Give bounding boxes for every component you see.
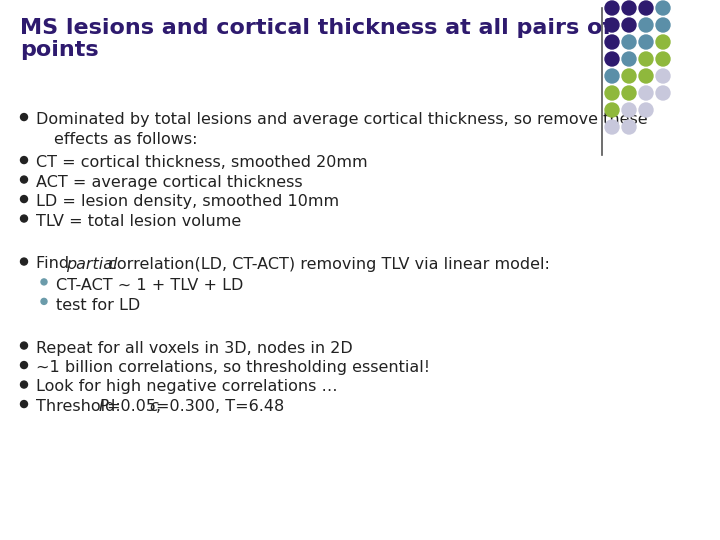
Circle shape (639, 86, 653, 100)
Circle shape (639, 18, 653, 32)
Circle shape (41, 299, 47, 305)
Circle shape (605, 35, 619, 49)
Text: ~1 billion correlations, so thresholding essential!: ~1 billion correlations, so thresholding… (36, 360, 430, 375)
Circle shape (656, 52, 670, 66)
Text: test for LD: test for LD (56, 298, 140, 313)
Circle shape (639, 103, 653, 117)
Circle shape (622, 1, 636, 15)
Circle shape (41, 279, 47, 285)
Circle shape (622, 103, 636, 117)
Circle shape (656, 35, 670, 49)
Text: Threshold:: Threshold: (36, 399, 126, 414)
Circle shape (605, 1, 619, 15)
Text: =0.05,: =0.05, (107, 399, 166, 414)
Circle shape (605, 103, 619, 117)
Circle shape (622, 86, 636, 100)
Circle shape (656, 86, 670, 100)
Circle shape (639, 1, 653, 15)
Circle shape (622, 35, 636, 49)
Text: partial: partial (66, 256, 117, 272)
Circle shape (20, 157, 27, 164)
Circle shape (622, 120, 636, 134)
Circle shape (639, 69, 653, 83)
Text: =0.300, T=6.48: =0.300, T=6.48 (156, 399, 284, 414)
Circle shape (622, 69, 636, 83)
Circle shape (20, 113, 27, 120)
Text: effects as follows:: effects as follows: (54, 132, 197, 146)
Text: ACT = average cortical thickness: ACT = average cortical thickness (36, 174, 302, 190)
Circle shape (20, 215, 27, 222)
Text: TLV = total lesion volume: TLV = total lesion volume (36, 213, 241, 228)
Text: CT-ACT ~ 1 + TLV + LD: CT-ACT ~ 1 + TLV + LD (56, 278, 243, 293)
Text: Repeat for all voxels in 3D, nodes in 2D: Repeat for all voxels in 3D, nodes in 2D (36, 341, 353, 355)
Circle shape (622, 52, 636, 66)
Text: P: P (99, 399, 109, 414)
Circle shape (639, 52, 653, 66)
Circle shape (20, 381, 27, 388)
Circle shape (20, 342, 27, 349)
Text: Look for high negative correlations …: Look for high negative correlations … (36, 380, 338, 395)
Circle shape (20, 195, 27, 202)
Circle shape (639, 35, 653, 49)
Text: LD = lesion density, smoothed 10mm: LD = lesion density, smoothed 10mm (36, 194, 339, 209)
Circle shape (20, 401, 27, 408)
Circle shape (605, 120, 619, 134)
Text: MS lesions and cortical thickness at all pairs of: MS lesions and cortical thickness at all… (20, 18, 612, 38)
Text: CT = cortical thickness, smoothed 20mm: CT = cortical thickness, smoothed 20mm (36, 155, 368, 170)
Text: Find: Find (36, 256, 74, 272)
Circle shape (656, 18, 670, 32)
Text: points: points (20, 40, 99, 60)
Text: Dominated by total lesions and average cortical thickness, so remove these: Dominated by total lesions and average c… (36, 112, 647, 127)
Circle shape (20, 258, 27, 265)
Circle shape (622, 18, 636, 32)
Circle shape (20, 362, 27, 368)
Circle shape (20, 176, 27, 183)
Circle shape (605, 69, 619, 83)
Circle shape (605, 52, 619, 66)
Circle shape (656, 1, 670, 15)
Circle shape (605, 18, 619, 32)
Circle shape (605, 86, 619, 100)
Text: c: c (149, 399, 158, 414)
Circle shape (656, 69, 670, 83)
Text: correlation(LD, CT-ACT) removing TLV via linear model:: correlation(LD, CT-ACT) removing TLV via… (103, 256, 550, 272)
